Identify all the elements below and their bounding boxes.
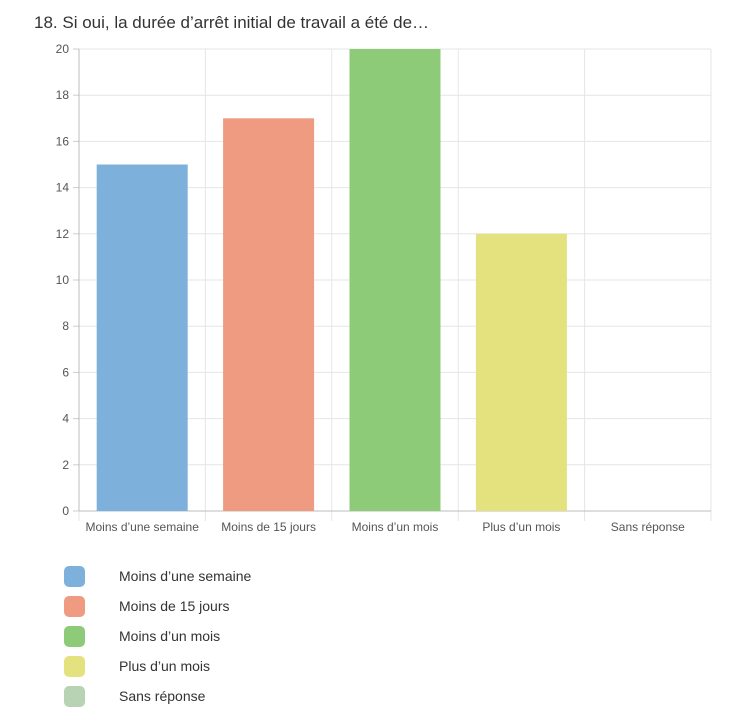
x-tick-label: Moins de 15 jours: [221, 520, 316, 534]
question-number: 18.: [34, 13, 58, 32]
bar-4: [475, 233, 567, 512]
legend-swatch: [64, 685, 85, 707]
y-tick-label: 4: [62, 412, 69, 426]
question-title: 18. Si oui, la durée d’arrêt initial de …: [34, 13, 429, 33]
x-tick-label: Plus d’un mois: [482, 520, 560, 534]
y-tick-label: 6: [62, 365, 69, 379]
legend-label: Moins de 15 jours: [119, 598, 230, 614]
y-tick-label: 10: [56, 273, 70, 287]
legend-label: Moins d’une semaine: [119, 568, 252, 584]
legend-label: Moins d’un mois: [119, 628, 221, 644]
bar-1: [96, 164, 188, 511]
x-tick-label: Moins d’une semaine: [85, 520, 199, 534]
bar-2: [223, 118, 315, 512]
legend-label: Plus d’un mois: [119, 658, 211, 674]
x-tick-label: Moins d’un mois: [352, 520, 439, 534]
legend-item: Moins d’un mois: [64, 621, 251, 651]
y-tick-label: 14: [56, 181, 70, 195]
legend-item: Moins de 15 jours: [64, 591, 251, 621]
legend-item: Sans réponse: [64, 681, 251, 711]
bar-3: [349, 49, 441, 511]
chart-legend: Moins d’une semaine Moins de 15 jours Moin…: [64, 561, 251, 711]
y-tick-label: 16: [56, 134, 70, 148]
y-tick-label: 20: [56, 42, 70, 56]
bar-chart: 0 2 4 6 8 10 12 14 16 18 20 Moins d’une semaine Moin…: [56, 42, 712, 534]
legend-swatch: [64, 655, 85, 677]
legend-swatch: [64, 565, 85, 587]
y-tick-label: 2: [62, 458, 69, 472]
legend-label: Sans réponse: [119, 688, 206, 704]
legend-swatch: [64, 625, 85, 647]
y-tick-label: 12: [56, 227, 70, 241]
legend-swatch: [64, 595, 85, 617]
y-tick-label: 0: [62, 504, 69, 518]
question-text: Si oui, la durée d’arrêt initial de trav…: [62, 13, 430, 32]
legend-item: Plus d’un mois: [64, 651, 251, 681]
x-tick-label: Sans réponse: [611, 520, 685, 534]
y-tick-label: 8: [62, 319, 69, 333]
y-tick-label: 18: [56, 88, 70, 102]
legend-item: Moins d’une semaine: [64, 561, 251, 591]
